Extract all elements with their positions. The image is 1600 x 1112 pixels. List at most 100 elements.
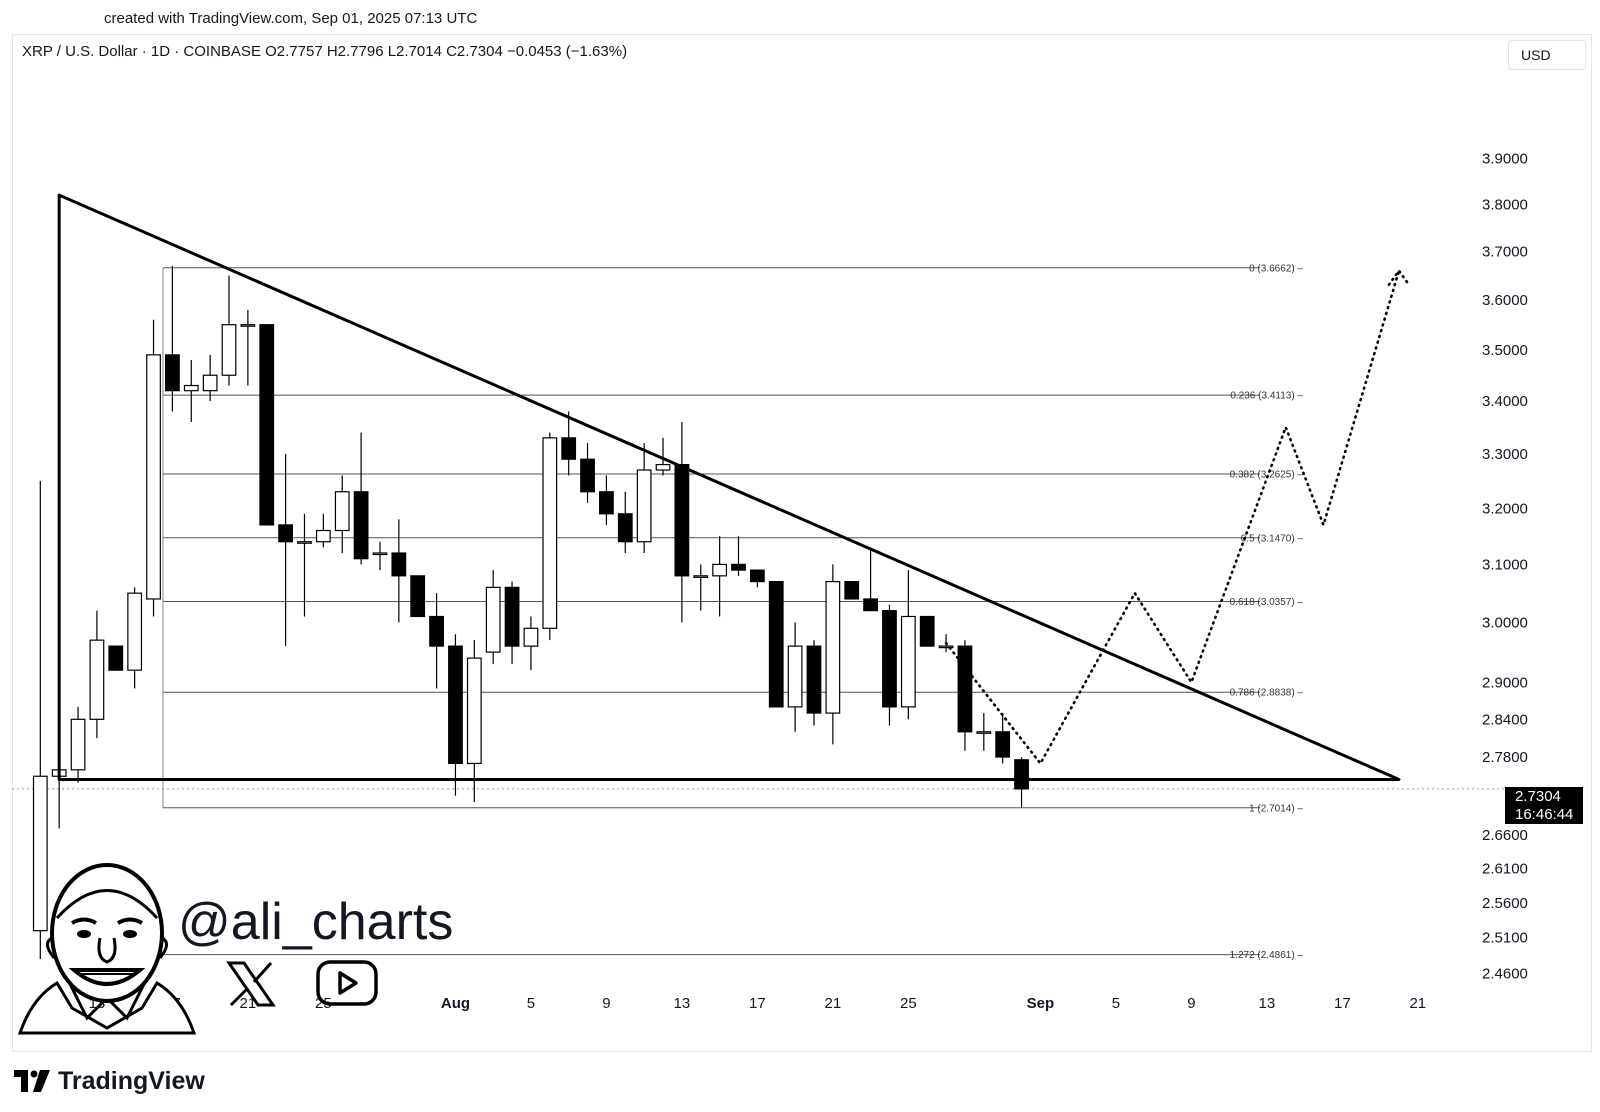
candle-body-down <box>957 645 973 733</box>
candle <box>768 580 784 708</box>
candle-body-up <box>240 324 256 327</box>
candle <box>655 437 671 476</box>
time-tick-label: 17 <box>1334 995 1351 1012</box>
time-tick-label: 9 <box>602 995 610 1012</box>
candle-body-down <box>749 569 765 583</box>
candle-body-up <box>712 563 728 577</box>
candle-body-up <box>636 469 652 543</box>
candle <box>504 581 520 665</box>
symbol-legend[interactable]: XRP / U.S. Dollar · 1D · COINBASE O2.775… <box>22 43 628 60</box>
time-tick-label: 13 <box>1259 995 1276 1012</box>
candle <box>919 615 935 647</box>
candle-body-up <box>900 615 916 708</box>
candle <box>334 475 350 554</box>
candle <box>693 564 709 611</box>
candle <box>542 432 558 641</box>
price-tick-label: 3.6000 <box>1482 292 1528 309</box>
price-tick-label: 2.7800 <box>1482 749 1528 766</box>
candle <box>240 309 256 386</box>
price-axis: 3.9000 3.8000 3.7000 3.6000 3.5000 3.4000 3.30… <box>1482 150 1528 982</box>
candle <box>202 354 218 402</box>
descending-triangle <box>57 193 1401 781</box>
candle-body-up <box>938 645 954 649</box>
price-tick-label: 2.4600 <box>1482 965 1528 982</box>
candle <box>863 547 878 612</box>
candle-body-down <box>108 645 124 671</box>
candle-body-down <box>599 491 614 515</box>
price-tick-label: 3.5000 <box>1482 342 1528 359</box>
projection-dotted-path <box>944 269 1401 766</box>
candle <box>183 359 199 422</box>
candle <box>957 640 973 751</box>
candle <box>372 541 388 571</box>
price-tick-label: 3.3000 <box>1482 446 1528 463</box>
candle <box>485 570 501 665</box>
candle <box>674 421 690 623</box>
candle <box>806 640 822 726</box>
candle <box>410 575 426 618</box>
candle-body-up <box>976 731 992 734</box>
candle-body-up <box>183 384 199 392</box>
candle <box>617 491 633 554</box>
last-price-tag: 2.7304 16:46:44 <box>1505 787 1583 824</box>
candle <box>900 570 916 720</box>
time-tick-label: 9 <box>1187 995 1195 1012</box>
candle-body-up <box>297 541 312 544</box>
candle <box>278 453 294 647</box>
price-tick-label: 3.7000 <box>1482 244 1528 261</box>
price-tick-label: 2.6100 <box>1482 861 1528 878</box>
candle-body-up <box>466 657 482 765</box>
candle <box>391 519 407 623</box>
candle-body-down <box>995 731 1011 758</box>
candle <box>297 513 312 617</box>
candle-body-down <box>410 575 426 618</box>
candle-body-down <box>504 586 520 647</box>
candle-body-down <box>580 458 595 493</box>
price-tick-label: 2.9000 <box>1482 674 1528 691</box>
candle-body-down <box>844 580 860 600</box>
triangle-pattern <box>57 193 1401 781</box>
candle <box>353 432 369 565</box>
candle-body-down <box>806 645 822 714</box>
price-tick-label: 3.4000 <box>1482 393 1528 410</box>
candle <box>995 713 1011 764</box>
candle <box>825 564 841 745</box>
candle <box>32 480 48 959</box>
candle-body-up <box>221 324 237 376</box>
candle-body-down <box>1014 759 1029 790</box>
price-tick-label: 2.8400 <box>1482 711 1528 728</box>
candle-body-up <box>127 592 143 671</box>
youtube-play-icon[interactable] <box>316 960 378 1006</box>
fib-level-label: 0.786 (2.8838) – <box>1230 688 1304 699</box>
candle <box>165 265 180 412</box>
projection-arrowhead <box>1387 268 1411 287</box>
fib-level-label: 0.236 (3.4113) – <box>1230 391 1303 402</box>
time-axis: 13172125Aug5913172125Sep59131721 <box>89 995 1427 1012</box>
candle <box>561 411 577 476</box>
time-tick-label: 21 <box>1409 995 1426 1012</box>
x-logo-icon[interactable] <box>226 960 276 1008</box>
candle-body-down <box>278 524 294 543</box>
candle-body-down <box>674 463 690 577</box>
candle-body-up <box>523 627 539 647</box>
bar-countdown: 16:46:44 <box>1515 806 1574 823</box>
candle <box>1014 757 1029 808</box>
price-tick-label: 2.5600 <box>1482 895 1528 912</box>
currency-selector[interactable]: USD <box>1508 40 1586 70</box>
time-tick-label: 21 <box>825 995 842 1012</box>
candle-body-up <box>655 463 671 471</box>
projection-path <box>944 268 1411 766</box>
tradingview-branding[interactable]: TradingView <box>14 1066 205 1096</box>
candle <box>315 513 331 548</box>
candle <box>712 536 728 617</box>
candles <box>32 265 1029 959</box>
candle-body-up <box>146 354 161 600</box>
candle-body-down <box>448 645 463 765</box>
candle <box>523 616 539 671</box>
candle-body-down <box>165 354 180 392</box>
candle <box>221 275 237 386</box>
candle <box>70 706 86 783</box>
candle-body-up <box>32 775 48 932</box>
price-tick-label: 2.5100 <box>1482 930 1528 947</box>
